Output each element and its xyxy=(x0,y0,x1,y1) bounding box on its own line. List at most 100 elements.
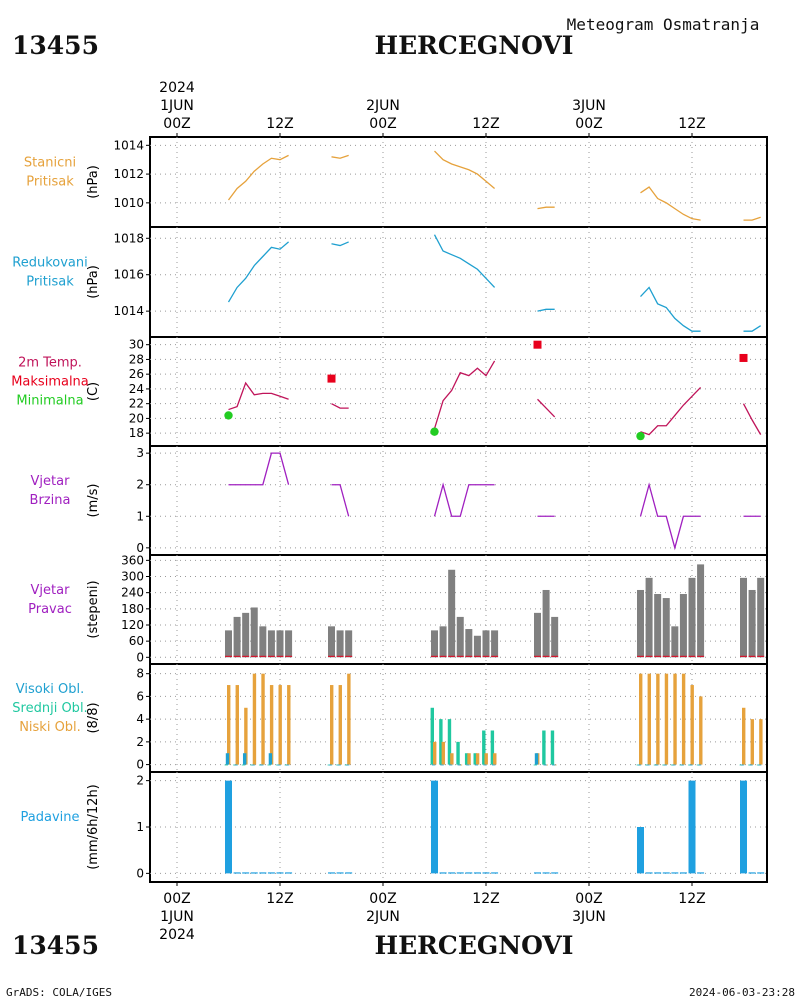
cloud-bar xyxy=(646,764,650,766)
cloud-bar xyxy=(482,730,486,765)
cloud-bar xyxy=(689,764,693,766)
ytick-label: 60 xyxy=(129,634,144,648)
y-axis-label: (hPa) xyxy=(86,165,101,199)
cloud-bar xyxy=(740,764,745,766)
series-line xyxy=(537,398,556,418)
time-label: 12Z xyxy=(472,116,499,132)
cloud-bar xyxy=(287,685,291,765)
wind-dir-bar xyxy=(740,577,747,658)
cloud-bar xyxy=(235,685,239,765)
y-axis-label: (stepeni) xyxy=(86,580,101,638)
min-temp-marker xyxy=(224,411,233,420)
time-label: 00Z xyxy=(369,116,396,132)
cloud-bar xyxy=(278,685,282,765)
year-label: 2024 xyxy=(159,80,195,96)
cloud-bar xyxy=(285,764,290,766)
ytick-label: 30 xyxy=(129,338,144,352)
plot-area xyxy=(225,780,765,874)
day-label: 2JUN xyxy=(366,98,400,114)
cloud-bar xyxy=(267,764,271,766)
precip-bar xyxy=(491,872,499,874)
plot-area xyxy=(225,564,765,658)
wind-dir-bar xyxy=(542,589,550,658)
precip-bar xyxy=(328,872,335,874)
precip-bar xyxy=(439,872,447,874)
time-label: 12Z xyxy=(266,116,293,132)
wind-dir-bar xyxy=(697,564,705,658)
cloud-bar xyxy=(447,719,452,765)
precip-bar xyxy=(431,780,438,874)
series-line xyxy=(331,154,349,159)
plot-area xyxy=(224,673,763,766)
panel-title-line: Stanicni xyxy=(24,156,76,171)
cloud-bar xyxy=(534,753,539,765)
station-id: 13455 xyxy=(12,31,99,60)
cloud-bar xyxy=(680,764,685,766)
precip-bar xyxy=(740,780,747,874)
station-name: HERCEGNOVI xyxy=(374,31,573,60)
cloud-bar xyxy=(690,685,694,765)
ytick-label: 4 xyxy=(136,712,144,726)
series-line xyxy=(742,403,762,435)
precip-bar xyxy=(551,872,559,874)
wind-dir-bar xyxy=(233,616,241,658)
precip-bar xyxy=(645,872,653,874)
cloud-bar xyxy=(550,730,555,765)
panel-cloud_cover: 0 2 4 6 8 (8/8)Visoki Obl. Srednji Obl. Niski O… xyxy=(12,663,768,773)
cloud-bar xyxy=(244,707,248,765)
footer-station-id: 13455 xyxy=(12,931,99,960)
max-temp-marker xyxy=(739,353,748,362)
time-label: 12Z xyxy=(472,891,499,907)
cloud-bar xyxy=(227,685,231,765)
wind-dir-bar xyxy=(345,630,353,658)
cloud-bar xyxy=(464,753,469,765)
cloud-bar xyxy=(637,764,642,766)
cloud-bar xyxy=(551,764,556,766)
cloud-bar xyxy=(757,764,762,766)
wind-dir-bar xyxy=(259,626,267,658)
series-line xyxy=(433,360,496,429)
cloud-bar xyxy=(656,673,660,765)
ytick-label: 18 xyxy=(129,426,144,440)
series-line xyxy=(331,484,350,517)
ytick-label: 0 xyxy=(136,866,144,880)
wind-dir-bar xyxy=(225,630,232,658)
ytick-label: 1 xyxy=(136,820,144,834)
series-line xyxy=(228,381,289,411)
credit: GrADS: COLA/IGES xyxy=(6,986,112,999)
precip-bar xyxy=(482,872,490,874)
cloud-bar xyxy=(742,707,746,765)
day-label: 2JUN xyxy=(366,909,400,925)
precip-bar xyxy=(242,872,250,874)
panel-reduced_pressure: 1014 1016 1018 (hPa)Redukovani Pritisak xyxy=(12,226,768,338)
panel-title-line: Pritisak xyxy=(26,275,74,290)
series-line xyxy=(433,234,496,288)
cloud-bar xyxy=(268,753,273,765)
cloud-bar xyxy=(260,764,264,766)
wind-dir-bar xyxy=(431,630,438,658)
time-label: 00Z xyxy=(163,116,190,132)
cloud-bar xyxy=(466,764,470,766)
generated-timestamp: 2024-06-03-23:28 xyxy=(689,986,795,999)
cloud-bar xyxy=(234,764,238,766)
cloud-bar xyxy=(448,764,453,766)
ytick-label: 300 xyxy=(121,570,144,584)
ytick-label: 120 xyxy=(121,618,144,632)
cloud-bar xyxy=(483,764,487,766)
series-line xyxy=(433,482,495,517)
time-label: 12Z xyxy=(266,891,293,907)
panel-frame xyxy=(149,771,768,883)
series-line xyxy=(227,241,290,303)
cloud-bar xyxy=(473,753,477,765)
wind-dir-bar xyxy=(242,612,250,658)
time-label: 12Z xyxy=(678,116,705,132)
precip-bar xyxy=(448,872,456,874)
panel-title-line: 2m Temp. xyxy=(18,356,82,371)
wind-dir-bar xyxy=(276,630,284,658)
series-line xyxy=(434,150,496,189)
precip-bar xyxy=(233,872,241,874)
cloud-bar xyxy=(328,764,333,766)
wind-dir-bar xyxy=(748,589,756,658)
day-label: 3JUN xyxy=(572,98,606,114)
time-label: 00Z xyxy=(163,891,190,907)
